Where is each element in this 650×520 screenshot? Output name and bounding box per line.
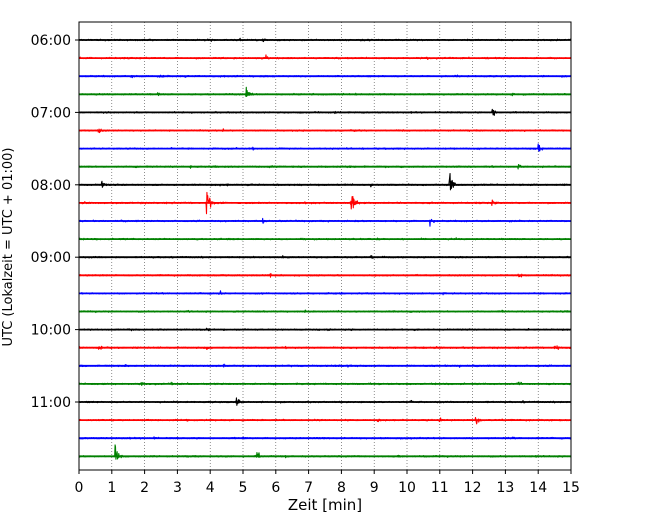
x-tick-label: 15: [562, 480, 580, 496]
x-tick-label: 0: [75, 480, 84, 496]
y-tick-label: 08:00: [31, 178, 71, 194]
x-tick-label: 8: [337, 480, 346, 496]
plot-frame: [78, 21, 572, 471]
x-tick-label: 4: [206, 480, 215, 496]
y-tick-label: 09:00: [31, 250, 71, 266]
x-tick-label: 14: [529, 480, 547, 496]
x-tick-label: 13: [496, 480, 514, 496]
x-tick-label: 2: [140, 480, 149, 496]
x-tick-label: 6: [271, 480, 280, 496]
x-tick-label: 9: [370, 480, 379, 496]
y-axis-title: UTC (Lokalzeit = UTC + 01:00): [1, 148, 16, 347]
x-axis-ticks: 0 1 2 3 4 5 6 7 8 9 10 11 12 13 14 15: [75, 470, 580, 496]
x-tick-label: 12: [464, 480, 482, 496]
y-tick-label: 10:00: [31, 323, 71, 339]
seismic-traces: [78, 37, 572, 460]
y-axis-ticks: 06:00 07:00 08:00 09:00 10:00 11:00: [31, 33, 79, 411]
y-tick-label: 11:00: [31, 395, 71, 411]
x-tick-label: 7: [304, 480, 313, 496]
x-tick-label: 10: [398, 480, 416, 496]
x-axis-title: Zeit [min]: [288, 496, 362, 514]
x-tick-label: 11: [431, 480, 449, 496]
y-tick-label: 06:00: [31, 33, 71, 49]
x-tick-label: 1: [107, 480, 116, 496]
x-tick-label: 5: [239, 480, 248, 496]
x-tick-label: 3: [173, 480, 182, 496]
y-tick-label: 07:00: [31, 105, 71, 121]
